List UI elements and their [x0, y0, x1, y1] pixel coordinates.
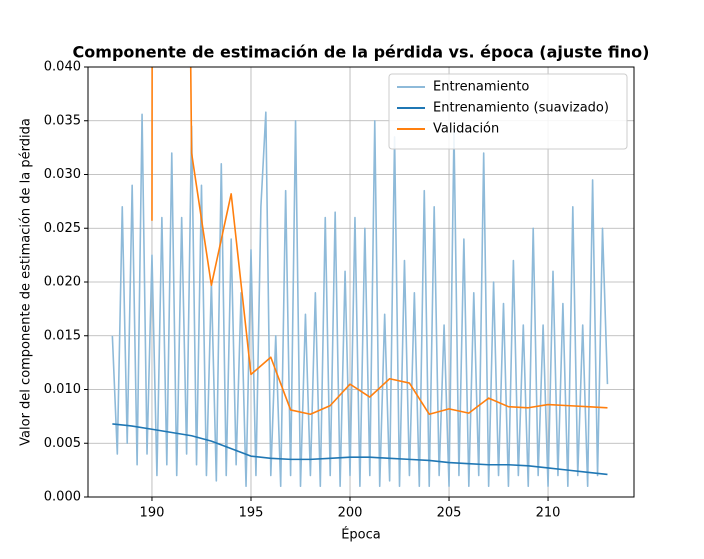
y-tick-label: 0.030 [44, 167, 81, 182]
y-tick-label: 0.015 [44, 328, 81, 343]
legend-label: Entrenamiento (suavizado) [433, 101, 609, 116]
y-tick-label: 0.020 [44, 275, 81, 290]
y-tick-label: 0.040 [44, 60, 81, 75]
plot-area [111, 67, 609, 488]
x-tick-label: 210 [536, 506, 561, 521]
chart-title: Componente de estimación de la pérdida v… [73, 43, 650, 62]
series-line [151, 67, 608, 416]
legend: Entrenamiento Entrenamiento (suavizado) Va… [388, 73, 628, 150]
legend-box [388, 73, 628, 150]
x-axis-label: Época [341, 527, 381, 543]
x-tick-label: 195 [239, 506, 264, 521]
legend-label: Entrenamiento [433, 80, 529, 95]
x-tick-label: 205 [437, 506, 462, 521]
y-tick-label: 0.025 [44, 221, 81, 236]
y-tick-label: 0.035 [44, 113, 81, 128]
series-line [112, 423, 608, 476]
y-tick-label: 0.005 [44, 436, 81, 451]
series-line [111, 111, 609, 488]
legend-label: Validación [433, 122, 499, 137]
x-tick-label: 200 [338, 506, 363, 521]
y-tick-label: 0.000 [44, 490, 81, 505]
y-tick-label: 0.010 [44, 382, 81, 397]
y-axis-label: Valor del componente de estimación de la… [19, 118, 34, 446]
x-tick-label: 190 [140, 506, 165, 521]
